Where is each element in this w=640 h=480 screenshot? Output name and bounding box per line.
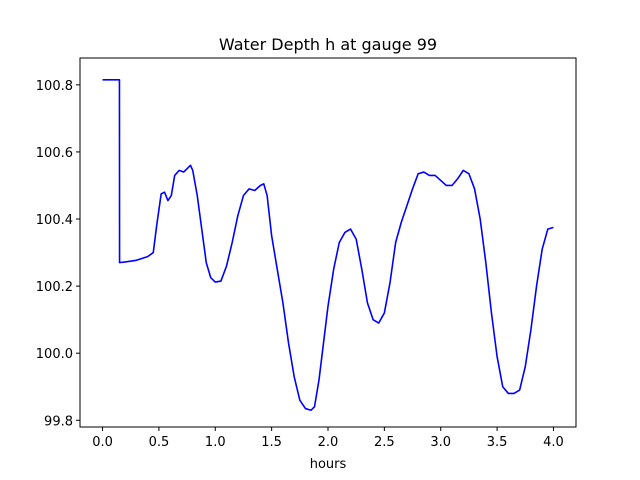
x-tick-label: 2.0 [318, 435, 339, 450]
y-tick-label: 100.2 [36, 280, 73, 295]
x-axis-title: hours [310, 457, 347, 472]
y-tick-label: 100.4 [36, 213, 73, 228]
x-tick-label: 1.5 [261, 435, 282, 450]
x-tick-label: 3.0 [430, 435, 451, 450]
y-tick-label: 99.8 [44, 414, 73, 429]
series-line-water-depth [102, 79, 554, 412]
x-tick-label: 4.0 [543, 435, 564, 450]
chart-title: Water Depth h at gauge 99 [219, 35, 437, 54]
x-tick-label: 1.0 [205, 435, 226, 450]
x-tick-label: 0.0 [92, 435, 113, 450]
x-tick-label: 0.5 [149, 435, 170, 450]
x-axis-ticks: 0.0 0.5 1.0 1.5 2.0 2.5 3.0 3.5 4.0 [92, 427, 564, 450]
y-axis-ticks: 99.8 100.0 100.2 100.4 100.6 100.8 [36, 79, 80, 429]
x-tick-label: 3.5 [487, 435, 508, 450]
y-tick-label: 100.8 [36, 79, 73, 94]
x-tick-label: 2.5 [374, 435, 395, 450]
y-tick-label: 100.6 [36, 146, 73, 161]
y-tick-label: 100.0 [36, 347, 73, 362]
